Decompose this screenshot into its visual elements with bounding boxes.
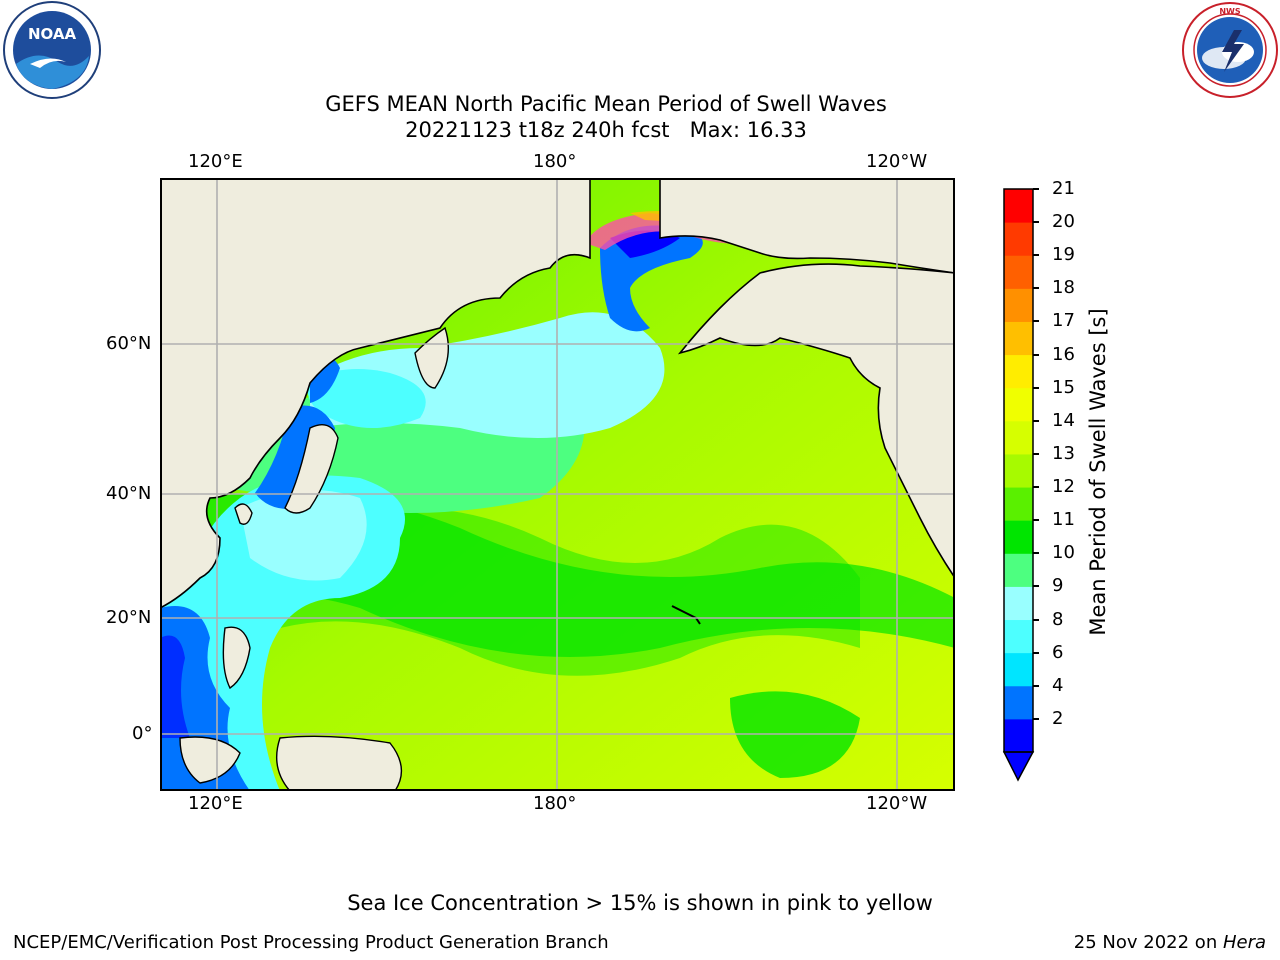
colorbar-tick-mark (1033, 585, 1039, 588)
colorbar-tick-mark (1033, 188, 1039, 190)
chart-title-line1: GEFS MEAN North Pacific Mean Period of S… (325, 92, 887, 116)
chart-title-line2: 20221123 t18z 240h fcst Max: 16.33 (405, 118, 807, 142)
colorbar-tick-label: 11 (1052, 509, 1075, 531)
colorbar-tick-mark (1033, 287, 1039, 290)
colorbar-tick-mark (1033, 452, 1039, 455)
national-weather-service-logo: NWS (1182, 2, 1278, 98)
colorbar-tick-label: 21 (1052, 178, 1075, 199)
colorbar-tick-label: 4 (1052, 674, 1064, 696)
colorbar-tick-mark (1033, 353, 1039, 356)
colorbar-tick-mark (1033, 486, 1039, 489)
lat-label-0: 0° (132, 723, 153, 744)
colorbar-tick-label: 20 (1052, 211, 1075, 233)
colorbar-segment (1004, 553, 1033, 587)
colorbar-tick-label: 6 (1052, 641, 1064, 663)
colorbar-segment (1004, 255, 1033, 289)
footer-date: 25 Nov 2022 on Hera (1074, 932, 1266, 953)
colorbar-segment (1004, 685, 1033, 720)
colorbar-tick-label: 8 (1052, 608, 1064, 630)
colorbar-tick-mark (1033, 519, 1039, 522)
colorbar-tick-label: 15 (1052, 376, 1075, 398)
footer-date-text: 25 Nov 2022 on (1073, 932, 1223, 953)
colorbar-extend-arrow (1002, 751, 1035, 782)
colorbar-tick-label: 14 (1052, 409, 1075, 431)
lat-label-60n: 60°N (106, 333, 152, 354)
lon-label-bottom-120w: 120°W (866, 793, 928, 814)
colorbar-segment (1004, 718, 1033, 753)
colorbar-tick-label: 19 (1052, 244, 1075, 266)
footer-machine: Hera (1222, 932, 1266, 953)
colorbar-tick-label: 9 (1052, 575, 1064, 597)
colorbar-tick-mark (1033, 419, 1039, 422)
arctic-coast (659, 178, 955, 274)
colorbar-tick-mark (1033, 552, 1039, 555)
colorbar-segment (1004, 222, 1033, 256)
colorbar-tick-mark (1033, 221, 1039, 224)
swell-period-map (160, 178, 955, 791)
lon-label-bottom-180: 180° (533, 793, 577, 814)
map-frame (160, 178, 955, 791)
colorbar-segment (1004, 652, 1033, 687)
lon-label-bottom-120e: 120°E (188, 793, 243, 814)
lat-label-20n: 20°N (106, 607, 152, 628)
lon-label-top-120w: 120°W (866, 151, 928, 172)
colorbar-segment (1004, 321, 1033, 356)
colorbar-segment (1004, 619, 1033, 654)
lat-label-40n: 40°N (106, 483, 152, 504)
colorbar-segment (1004, 189, 1033, 223)
colorbar-tick-label: 17 (1052, 310, 1075, 332)
colorbar-tick-label: 12 (1052, 476, 1075, 498)
colorbar-tick-mark (1033, 651, 1039, 654)
colorbar-tick-mark (1033, 618, 1039, 621)
lon-label-top-120e: 120°E (188, 151, 243, 172)
colorbar-segment (1004, 288, 1033, 322)
graticule (160, 178, 955, 791)
colorbar-tick-label: 13 (1052, 442, 1075, 464)
colorbar-tick-label: 18 (1052, 277, 1075, 299)
colorbar-tick-label: 16 (1052, 343, 1075, 365)
colorbar-tick-label: 10 (1052, 542, 1075, 564)
sea-ice-note: Sea Ice Concentration > 15% is shown in … (347, 891, 933, 915)
colorbar-segment (1004, 520, 1033, 554)
north-america-landmass (677, 263, 955, 580)
colorbar-tick-label: 2 (1052, 707, 1064, 729)
colorbar-label: Mean Period of Swell Waves [s] (1086, 308, 1110, 636)
noaa-logo-text: NOAA (28, 25, 77, 43)
colorbar-segment (1004, 487, 1033, 521)
hawaii-islands (671, 605, 701, 625)
asia-landmass (160, 178, 591, 609)
svg-text:NWS: NWS (1219, 7, 1241, 16)
colorbar-tick-mark (1033, 684, 1039, 687)
colorbar-segment (1004, 420, 1033, 455)
colorbar-tick-mark (1033, 717, 1039, 720)
colorbar-tick-mark (1033, 386, 1039, 389)
colorbar-segment (1004, 354, 1033, 389)
colorbar-segment (1004, 387, 1033, 422)
colorbar (1002, 188, 1035, 782)
colorbar-segment (1004, 586, 1033, 621)
colorbar-frame (1003, 188, 1034, 753)
colorbar-tick-mark (1033, 254, 1039, 257)
noaa-logo: NOAA (3, 1, 101, 99)
colorbar-segment (1004, 453, 1033, 488)
lon-label-top-180: 180° (533, 151, 577, 172)
colorbar-tick-mark (1033, 320, 1039, 323)
footer-branch: NCEP/EMC/Verification Post Processing Pr… (13, 932, 609, 953)
